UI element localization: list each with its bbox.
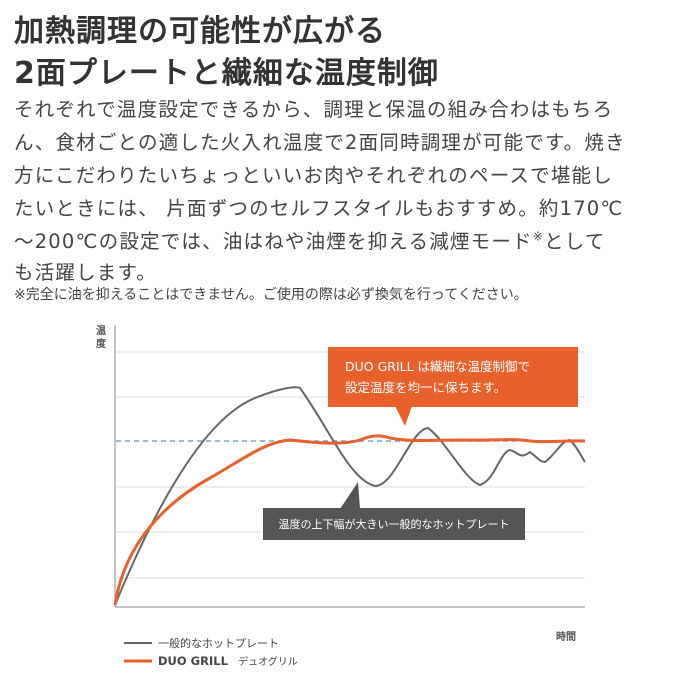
paragraph-line: ん、食材ごとの適した火入れ温度で2面同時調理が可能です。焼き: [14, 131, 626, 154]
legend-label: DUO GRILL: [158, 654, 229, 668]
callout-box: [263, 508, 525, 540]
callout-pointer: [395, 406, 412, 426]
legend-label: 一般的なホットプレート: [158, 636, 279, 650]
text: として: [544, 230, 606, 253]
legend-sublabel: デュオグリル: [238, 655, 298, 668]
note: ※完全に油を抑えることはできません。ご使用の際は必ず換気を行ってください。: [14, 287, 528, 303]
paragraph-line: それぞれで温度設定できるから、調理と保温の組み合わはもちろ: [14, 98, 614, 121]
paragraph-line: も活躍します。: [14, 261, 157, 284]
paragraph-line: たいときには、 片面ずつのセルフスタイルもおすすめ。約170℃: [14, 197, 624, 220]
callout-text: DUO GRILL は繊細な温度制御で: [345, 359, 530, 374]
callout-box: [328, 347, 578, 407]
title: 2面プレートと繊細な温度制御: [14, 56, 439, 91]
footnote-mark: ※: [532, 229, 544, 244]
callout-text: 設定温度を均一に保ちます。: [345, 380, 506, 395]
title: 加熱調理の可能性が広がる: [14, 14, 386, 49]
callout-pointer: [340, 482, 360, 509]
paragraph-line: 〜200℃の設定では、油はねや油煙を抑える減煙モード※として: [14, 225, 606, 254]
paragraph-line: 方にこだわりたいちょっといいお肉やそれぞれのペースで堪能し: [14, 164, 613, 187]
callout-text: 温度の上下幅が大きい一般的なホットプレート: [279, 517, 510, 531]
duo-grill-curve: [113, 434, 586, 606]
x-axis-label: 時間: [556, 630, 576, 643]
y-axis-label: 温度: [96, 324, 107, 350]
text: 〜200℃の設定では、油はねや油煙を抑える減煙モード: [14, 230, 533, 253]
